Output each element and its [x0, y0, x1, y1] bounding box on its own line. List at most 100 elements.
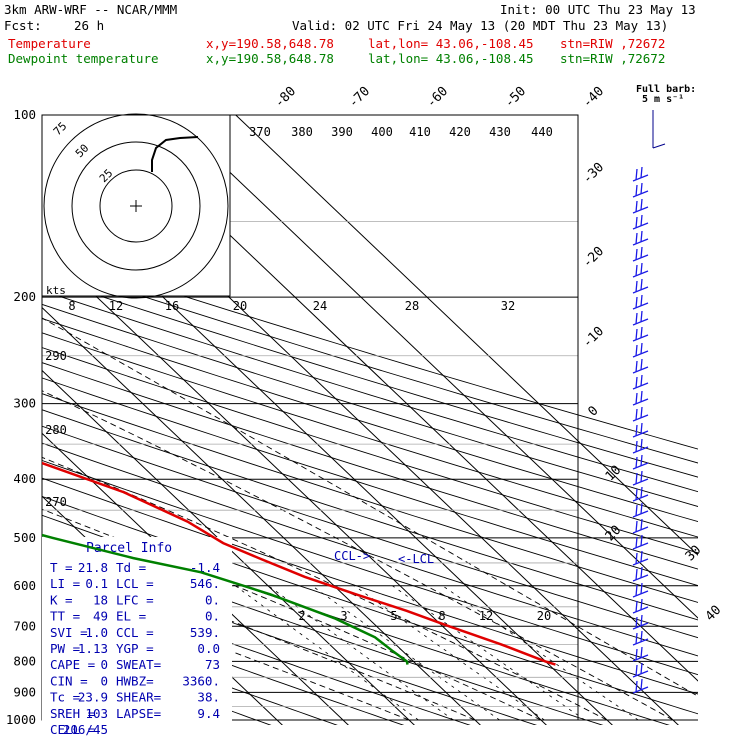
fcst-value: 26 h [74, 18, 105, 33]
wind-barb [640, 550, 643, 563]
wind-barb [632, 206, 649, 214]
theta-label: 410 [409, 125, 431, 139]
wind-barb [640, 326, 643, 339]
wind-barb [640, 310, 643, 323]
wind-barb [632, 590, 649, 598]
isotherm-label: -60 [424, 84, 451, 111]
wind-barb [635, 312, 638, 325]
wind-barb [632, 286, 649, 294]
mixing-ratio-label: 8 [438, 609, 445, 623]
temperature-latlon: lat,lon= 43.06,-108.45 [368, 36, 534, 51]
wind-barb [635, 552, 638, 565]
wind-barb [632, 622, 649, 630]
parcel-row-label: SVI = [50, 625, 88, 640]
wind-barb [632, 398, 649, 406]
wind-barb [635, 664, 638, 677]
hodograph-ring [43, 113, 229, 299]
pressure-tick-label: 600 [13, 578, 36, 593]
wind-barb [632, 510, 649, 518]
wind-barb [640, 390, 643, 403]
wind-barb [635, 168, 638, 181]
parcel-row-value: 21.8 [78, 560, 108, 575]
mixing-ratio-label: 20 [537, 609, 551, 623]
temperature-stn: stn=RIW ,72672 [560, 36, 666, 51]
pressure-tick-label: 100 [13, 107, 36, 122]
parcel-row-value: 103 [85, 706, 108, 721]
wind-barb [632, 494, 649, 502]
parcel-panel-bg [42, 537, 232, 725]
isotherm-label: -50 [502, 84, 529, 111]
parcel-row-label: LI = [50, 576, 80, 591]
wind-barb [635, 248, 638, 261]
dry-adiabat [42, 263, 698, 464]
dewpoint-trace [42, 533, 409, 665]
wind-barb [640, 630, 643, 643]
dry-adiabat [42, 318, 698, 523]
parcel-row-value: 0.0 [197, 641, 220, 656]
dry-adiabat [42, 276, 698, 478]
wind-barb [640, 454, 643, 467]
wind-barb [632, 270, 649, 278]
parcel-row-label: SHEAR= [116, 690, 161, 705]
wind-barb [640, 358, 643, 371]
dry-adiabat [42, 425, 698, 639]
header: 3km ARW-WRF -- NCAR/MMM Init: 00 UTC Thu… [0, 0, 740, 70]
wind-barb [632, 654, 649, 662]
wind-barb [632, 174, 649, 182]
mixing-ratio-label: 5 [390, 609, 397, 623]
hodograph-scale-tick: 24 [313, 299, 327, 313]
mixing-ratio-line [442, 585, 639, 721]
dry-adiabat [42, 495, 698, 715]
dry-adiabat [42, 477, 698, 695]
wind-barb [635, 344, 638, 357]
parcel-row-value: 1.0 [85, 625, 108, 640]
wind-barb [635, 488, 638, 501]
wind-barb [640, 166, 643, 179]
wind-barb [632, 670, 649, 678]
mixing-ratio-label: 3 [340, 609, 347, 623]
hodograph-ring [99, 169, 173, 243]
theta-label: 400 [371, 125, 393, 139]
parcel-row-label: Td = [116, 560, 146, 575]
hodograph-units-label: kts [46, 284, 66, 297]
isotherm-line [42, 244, 547, 725]
wind-barb [640, 470, 643, 483]
barb-caption-line1: Full barb: [636, 84, 696, 95]
mixing-ratio-line [354, 585, 545, 721]
dry-adiabat [42, 617, 338, 725]
wind-barb [632, 638, 649, 646]
parcel-row-value: 539. [190, 625, 220, 640]
temperature-xy: x,y=190.58,648.78 [206, 36, 334, 51]
hodograph-scale-tick: 32 [501, 299, 515, 313]
wind-barb [635, 376, 638, 389]
parcel-row-value: 0.1 [85, 576, 108, 591]
dry-adiabat [42, 595, 405, 725]
wind-barb [632, 318, 649, 326]
wind-barb [640, 422, 643, 435]
theta-label: 270 [45, 495, 67, 509]
wind-barb [635, 328, 638, 341]
wind-barb [632, 334, 649, 342]
parcel-row-value: 0. [205, 592, 220, 607]
wind-barb [632, 366, 649, 374]
wind-barb [632, 574, 649, 582]
wind-barb [635, 408, 638, 421]
wind-barb [640, 230, 643, 243]
wind-barb [640, 678, 643, 691]
wind-barb [632, 190, 649, 198]
wind-barb [635, 632, 638, 645]
pressure-tick-label: 400 [13, 471, 36, 486]
wind-barb [632, 302, 649, 310]
dewpoint-xy: x,y=190.58,648.78 [206, 51, 334, 66]
parcel-row-label: Tc = [50, 690, 80, 705]
pressure-tick-label: 200 [13, 289, 36, 304]
dry-adiabat [42, 442, 698, 657]
wind-barb [635, 440, 638, 453]
parcel-row-value: 18 [93, 592, 108, 607]
ccl-marker-label: CCL-> [334, 549, 370, 563]
wind-barb [632, 222, 649, 230]
wind-barb [632, 558, 649, 566]
isotherm-label: -80 [272, 84, 299, 111]
parcel-row-value: 546. [190, 576, 220, 591]
isotherm-label: 0 [585, 403, 601, 419]
